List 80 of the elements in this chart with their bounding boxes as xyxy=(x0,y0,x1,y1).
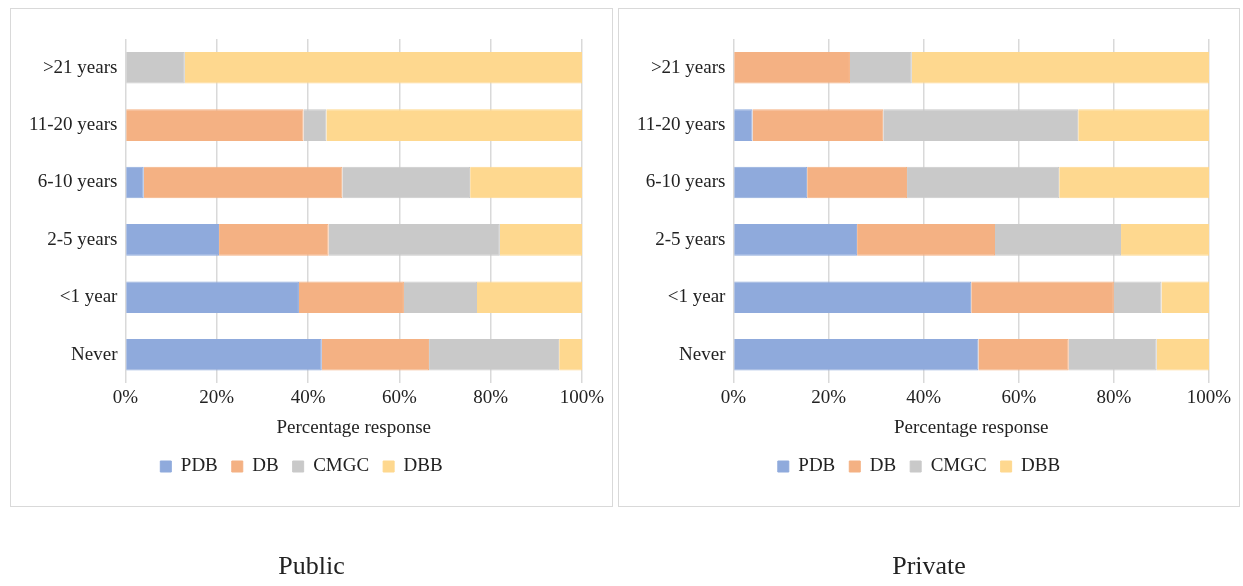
bar xyxy=(321,338,430,371)
bar xyxy=(1068,338,1157,371)
bar xyxy=(734,281,972,314)
bar xyxy=(219,224,329,256)
bar xyxy=(328,224,500,256)
bar xyxy=(184,51,582,84)
bar xyxy=(883,109,1079,141)
bar xyxy=(303,109,327,141)
bar xyxy=(126,224,220,256)
legend-label: CMGC xyxy=(930,454,987,476)
bar xyxy=(298,281,404,314)
legend-label: DBB xyxy=(1021,454,1061,476)
bar xyxy=(470,166,582,199)
legend-label: CMGC xyxy=(313,454,370,476)
bar xyxy=(734,166,808,199)
bar xyxy=(1161,281,1209,314)
x-tick-label: 0% xyxy=(112,385,139,407)
bar xyxy=(752,109,884,141)
legend-label: DBB xyxy=(403,454,443,476)
y-tick-label: Never xyxy=(71,342,119,364)
bar xyxy=(143,166,343,199)
bar xyxy=(342,166,471,199)
bar xyxy=(126,166,144,199)
x-tick-label: 80% xyxy=(473,385,509,407)
x-tick-label: 0% xyxy=(720,385,747,407)
bar xyxy=(734,51,850,84)
y-tick-label: >21 years xyxy=(650,55,726,77)
bar xyxy=(734,338,979,371)
bar xyxy=(1059,166,1209,199)
bar xyxy=(126,281,299,314)
text: Private xyxy=(891,551,967,581)
x-tick-label: 20% xyxy=(811,385,847,407)
bar xyxy=(126,109,304,141)
bar xyxy=(734,224,858,256)
y-tick-label: 2-5 years xyxy=(655,227,726,249)
bar xyxy=(499,224,582,256)
legend-label: DB xyxy=(869,454,897,476)
x-tick-label: 40% xyxy=(290,385,326,407)
bar xyxy=(126,338,322,371)
y-tick-label: Never xyxy=(679,342,727,364)
bar xyxy=(429,338,560,371)
y-tick-label: 6-10 years xyxy=(645,170,726,192)
bar xyxy=(978,338,1069,371)
x-tick-label: 40% xyxy=(906,385,942,407)
bar xyxy=(1078,109,1209,141)
y-tick-label: <1 year xyxy=(59,285,119,307)
bar xyxy=(326,109,582,141)
y-tick-label: <1 year xyxy=(667,285,727,307)
bar xyxy=(477,281,582,314)
y-tick-label: 2-5 years xyxy=(47,227,118,249)
bar xyxy=(1113,281,1162,314)
bar xyxy=(995,224,1122,256)
y-tick-label: 6-10 years xyxy=(37,170,118,192)
text: Public xyxy=(277,551,346,581)
x-tick-label: 20% xyxy=(199,385,235,407)
x-axis-title: Percentage response xyxy=(893,415,1049,437)
bar xyxy=(734,109,753,141)
bar xyxy=(1121,224,1209,256)
bar xyxy=(911,51,1209,84)
x-tick-label: 100% xyxy=(1186,385,1232,407)
bar xyxy=(857,224,996,256)
bar xyxy=(849,51,912,84)
bar xyxy=(971,281,1114,314)
x-tick-label: 80% xyxy=(1096,385,1132,407)
x-tick-label: 100% xyxy=(559,385,605,407)
legend-label: PDB xyxy=(798,454,836,476)
y-tick-label: 11-20 years xyxy=(28,113,118,135)
x-axis-title: Percentage response xyxy=(276,415,432,437)
y-tick-label: 11-20 years xyxy=(636,113,726,135)
x-tick-label: 60% xyxy=(381,385,417,407)
bar xyxy=(907,166,1060,199)
legend-label: DB xyxy=(252,454,279,476)
bar xyxy=(1156,338,1209,371)
x-tick-label: 60% xyxy=(1001,385,1037,407)
bar xyxy=(559,338,582,371)
bar xyxy=(403,281,477,314)
y-tick-label: >21 years xyxy=(42,55,118,77)
bar xyxy=(807,166,908,199)
legend-label: PDB xyxy=(180,454,218,476)
bar xyxy=(126,51,185,84)
